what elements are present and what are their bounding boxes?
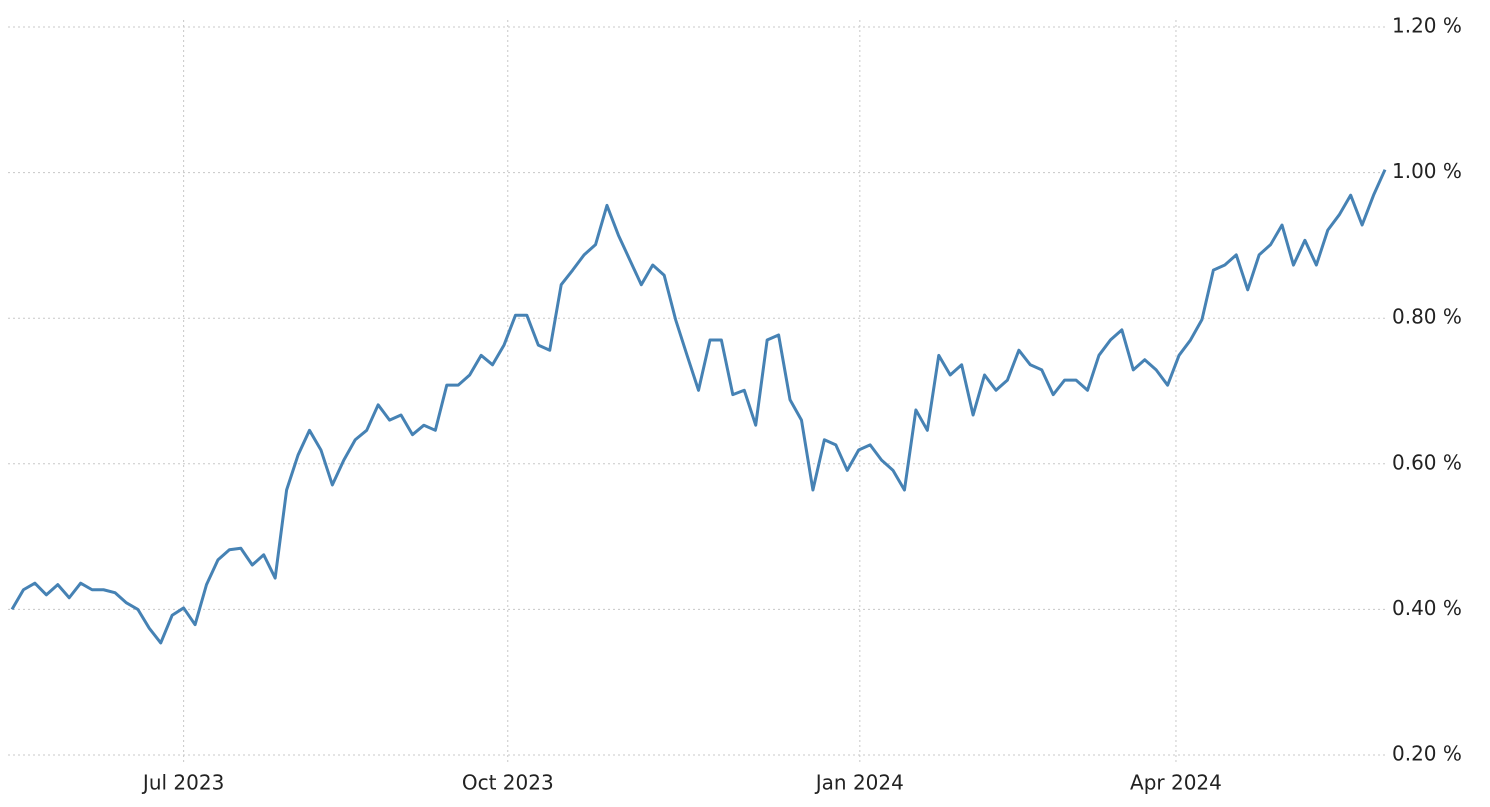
- y-tick-label: 0.80 %: [1392, 305, 1462, 329]
- x-tick-label: Apr 2024: [1130, 771, 1222, 795]
- y-tick-label: 1.00 %: [1392, 159, 1462, 183]
- x-tick-label: Jan 2024: [814, 771, 904, 795]
- line-series: [10, 169, 1387, 645]
- x-tick-label: Oct 2023: [462, 771, 554, 795]
- y-tick-label: 0.20 %: [1392, 742, 1462, 766]
- y-tick-label: 0.40 %: [1392, 596, 1462, 620]
- y-tick-label: 0.60 %: [1392, 450, 1462, 474]
- y-tick-label: 1.20 %: [1392, 14, 1462, 38]
- x-tick-label: Jul 2023: [141, 771, 224, 795]
